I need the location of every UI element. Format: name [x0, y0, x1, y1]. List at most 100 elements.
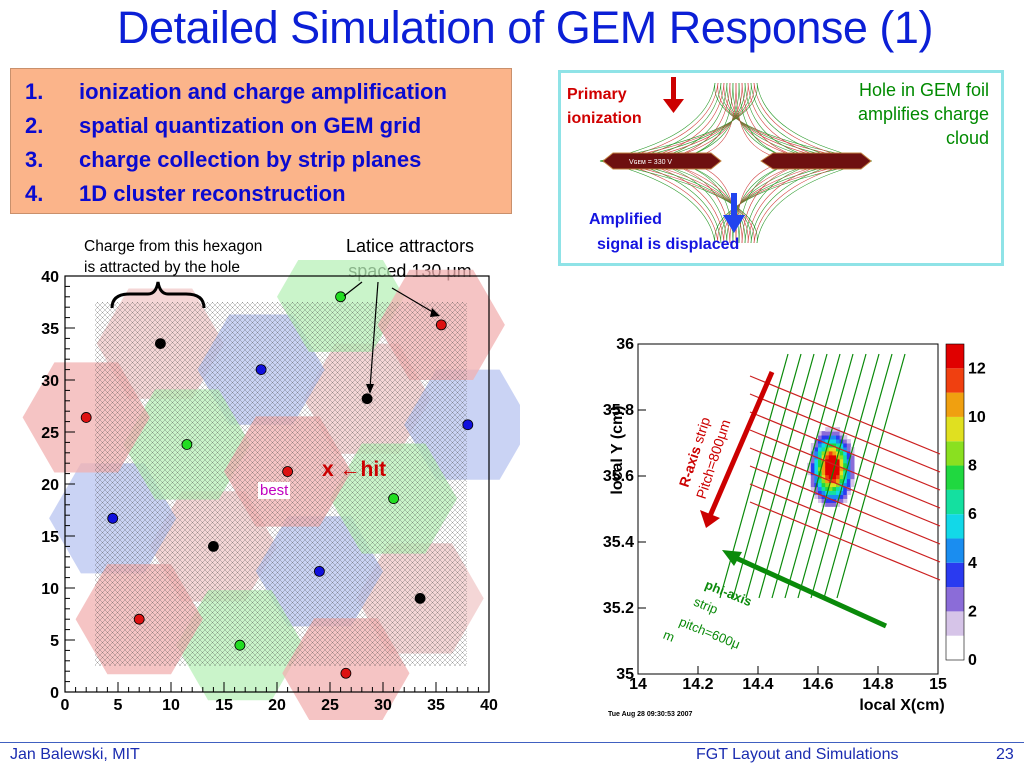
hole-line-2: amplifies charge — [857, 104, 989, 124]
hexagon-note-line-2: is attracted by the hole — [84, 259, 240, 276]
hole-description: Hole in GEM foil amplifies charge cloud — [858, 78, 989, 150]
heatmap-cell — [836, 439, 841, 444]
attractor-pointer — [369, 281, 379, 389]
gem-hole-diagram: Vɢᴇᴍ = 330 V Primary ionization Hole in … — [558, 70, 1004, 266]
heatmap-cell — [821, 462, 826, 468]
field-lines-illustration: Vɢᴇᴍ = 330 V — [599, 77, 873, 244]
x-tick-label: 15 — [929, 676, 947, 693]
heatmap-cell — [832, 439, 837, 444]
hit-label: x ←hit — [322, 458, 387, 481]
heatmap-cell — [810, 458, 815, 464]
heatmap-cell — [846, 446, 851, 452]
attractor-point-green — [388, 493, 400, 504]
heatmap-cell — [839, 458, 844, 464]
phi-strip — [810, 353, 880, 599]
step-item: 4. 1D cluster reconstruction — [25, 181, 346, 207]
heatmap-cell — [839, 443, 844, 448]
heatmap-cell — [821, 435, 826, 440]
heatmap-cell — [843, 450, 848, 456]
y-tick-label: 40 — [41, 269, 59, 286]
attractor-point-green — [234, 639, 246, 651]
phi-strip — [797, 353, 867, 599]
step-number: 4. — [25, 181, 44, 206]
heatmap-cell — [828, 490, 833, 495]
heatmap-cell — [818, 435, 823, 440]
heatmap-cell — [828, 435, 833, 440]
heatmap-cell — [836, 494, 841, 499]
heatmap-cell — [846, 443, 851, 448]
hexagon-note: Charge from this hexagon is attracted by… — [84, 236, 262, 278]
heatmap-cell — [818, 482, 823, 488]
heatmap-cell — [850, 454, 855, 460]
heatmap-cell — [825, 454, 830, 460]
heatmap-cell — [850, 478, 855, 484]
color-scale-band — [946, 489, 964, 515]
heatmap-cell — [839, 498, 844, 503]
phi-strip — [745, 353, 815, 599]
r-strip — [749, 429, 941, 509]
primary-ionization-arrow-icon — [663, 99, 684, 113]
phi-strip — [836, 353, 906, 599]
r-strip — [749, 465, 941, 545]
heatmap-cell — [850, 474, 855, 480]
heatmap-cell — [818, 458, 823, 464]
y-tick-label: 10 — [41, 581, 59, 598]
heatmap-cell — [814, 486, 819, 492]
amplified-signal-arrow-icon — [723, 215, 745, 233]
heatmap-cell — [825, 494, 830, 499]
heatmap-cell — [832, 470, 837, 476]
x-tick-label: 35 — [427, 697, 445, 714]
heatmap-cell — [846, 478, 851, 484]
r-strip — [749, 375, 941, 455]
attractor-point-blue — [255, 364, 267, 375]
r-strip — [749, 501, 941, 581]
step-number: 2. — [25, 113, 44, 138]
x-tick-label: 20 — [268, 697, 286, 714]
attractor-point-green — [181, 439, 193, 450]
step-number: 3. — [25, 147, 44, 172]
phi-strip — [758, 353, 828, 599]
phi-axis-pitch-unit: m — [661, 627, 677, 645]
heatmap-cell — [832, 482, 837, 488]
heatmap-cell — [828, 427, 833, 432]
color-scale-band — [946, 441, 964, 466]
footer-talk-title: FGT Layout and Simulations — [696, 746, 899, 763]
x-tick-label: 15 — [215, 697, 233, 714]
color-scale-tick-label: 0 — [968, 652, 977, 669]
heatmap-cell — [828, 450, 833, 456]
heatmap-cell — [832, 454, 837, 460]
heatmap-cell — [836, 478, 841, 484]
step-item: 2. spatial quantization on GEM grid — [25, 113, 421, 139]
heatmap-cell — [818, 443, 823, 448]
step-item: 3. charge collection by strip planes — [25, 147, 421, 173]
heatmap-cell — [846, 462, 851, 468]
heatmap-cell — [818, 446, 823, 452]
heatmap-cell — [821, 443, 826, 448]
r-strip — [749, 393, 941, 473]
heatmap-cell — [832, 450, 837, 456]
color-scale-band — [946, 611, 964, 636]
heatmap-cell — [839, 435, 844, 440]
heatmap-cell — [836, 427, 841, 432]
heatmap-cell — [836, 435, 841, 440]
heatmap-cell — [828, 486, 833, 492]
heatmap-cell — [818, 498, 823, 503]
y-tick-label: 36 — [616, 336, 634, 353]
phi-strip — [732, 353, 802, 599]
color-scale-tick-label: 12 — [968, 360, 986, 377]
heatmap-cell — [828, 462, 833, 468]
y-tick-label: 20 — [41, 477, 59, 494]
footer-rule — [0, 742, 1024, 743]
y-tick-label: 35 — [616, 666, 634, 683]
color-scale-band — [946, 465, 964, 490]
heatmap-cell — [825, 474, 830, 480]
heatmap-cell — [828, 466, 833, 472]
heatmap-cell — [810, 470, 815, 476]
lattice-points — [80, 291, 474, 679]
heatmap-cell — [850, 462, 855, 468]
r-strip — [749, 483, 941, 563]
heatmap-xlabel: local X(cm) — [859, 697, 944, 714]
step-number: 1. — [25, 79, 44, 104]
color-scale-band — [946, 368, 964, 393]
color-scale: 0 2 4 6 8 10 12 — [945, 343, 986, 669]
